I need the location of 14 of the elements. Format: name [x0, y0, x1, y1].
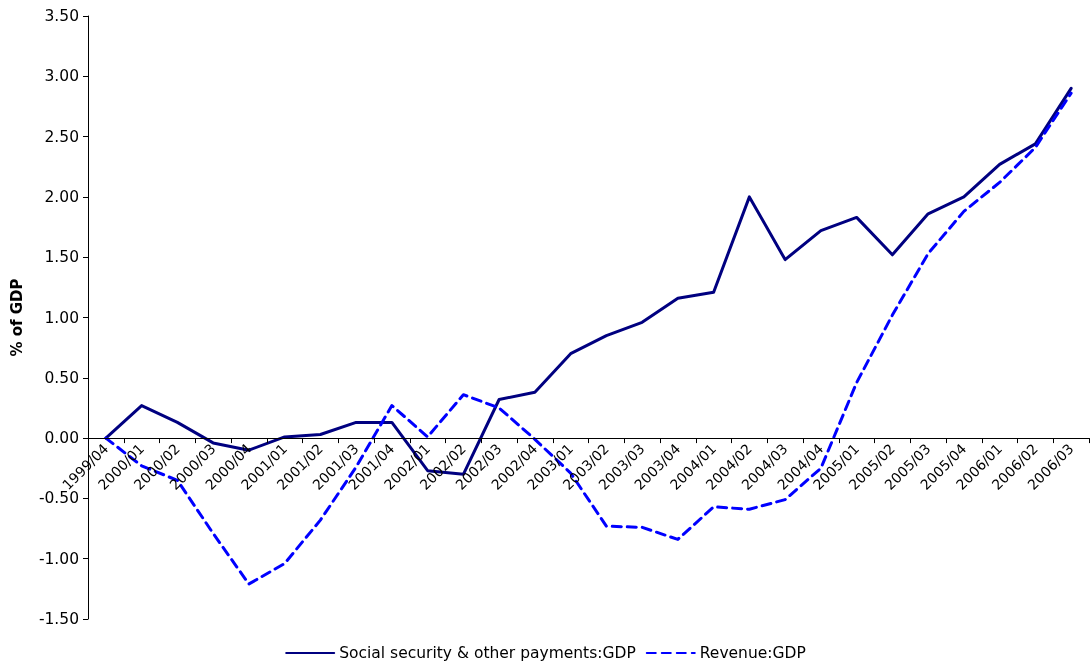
y-tick-label: 0.00: [44, 429, 79, 448]
y-tick-label: -0.50: [38, 489, 79, 508]
y-tick-label: 2.50: [44, 127, 79, 146]
legend-label: Social security & other payments:GDP: [339, 644, 636, 662]
y-tick-label: 1.50: [44, 248, 79, 267]
y-tick-label: -1.50: [38, 610, 79, 628]
y-tick-label: 0.50: [44, 368, 79, 387]
y-axis-title: % of GDP: [7, 278, 26, 357]
y-tick-label: -1.00: [38, 549, 79, 568]
y-tick-label: 1.00: [44, 308, 79, 327]
legend-label: Revenue:GDP: [699, 644, 806, 662]
y-tick-label: 2.00: [44, 187, 79, 206]
y-tick-label: 3.50: [44, 7, 79, 25]
y-tick-label: 3.00: [44, 67, 79, 86]
